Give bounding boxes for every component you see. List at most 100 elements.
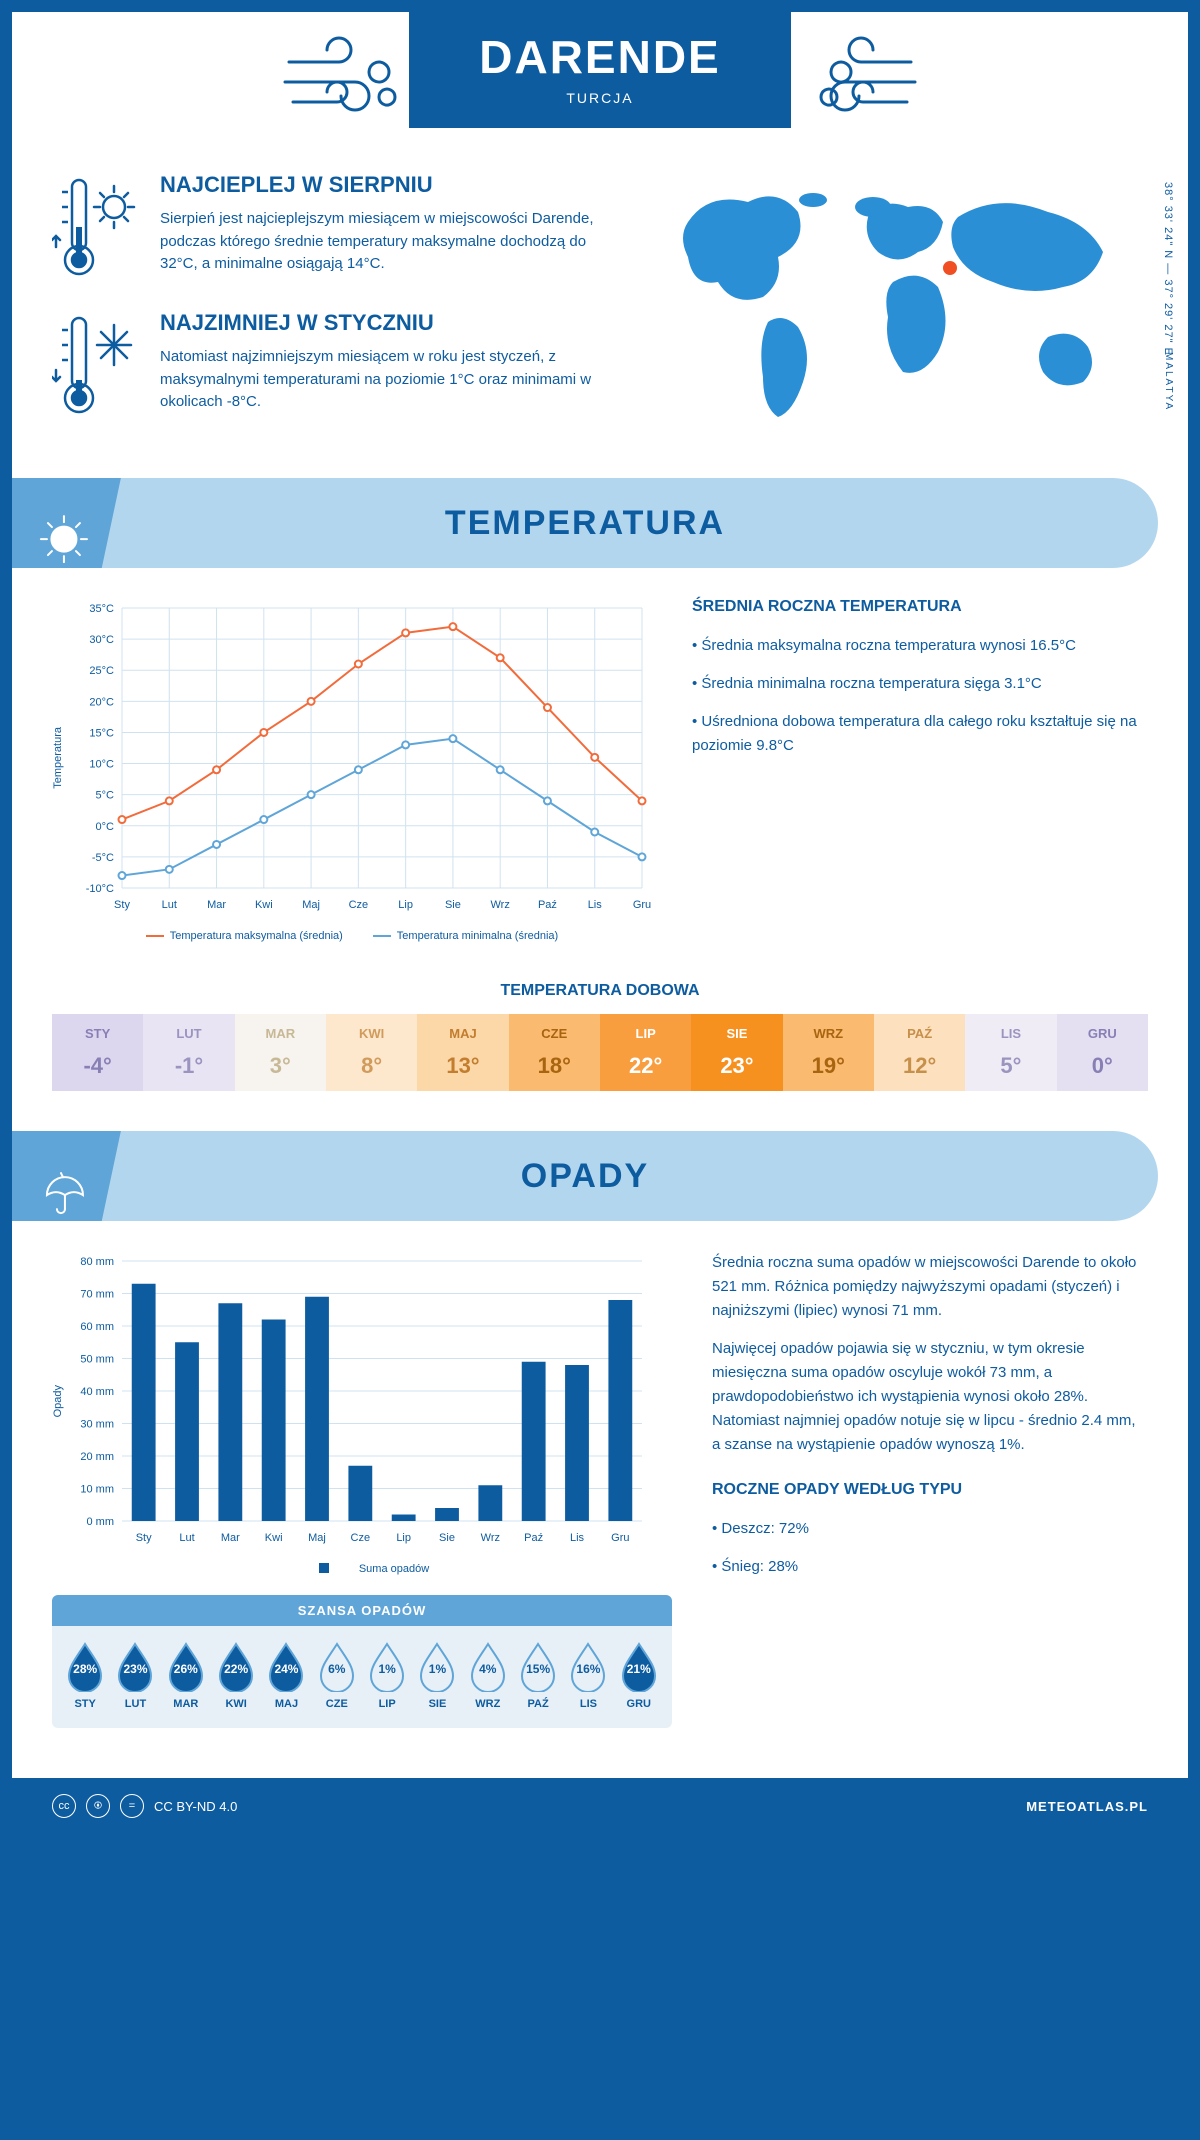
warmest-title: NAJCIEPLEJ W SIERPNIU	[160, 172, 618, 198]
svg-text:Sie: Sie	[439, 1532, 455, 1544]
footer-site: METEOATLAS.PL	[1026, 1799, 1148, 1814]
svg-text:Lut: Lut	[179, 1532, 194, 1544]
svg-text:60 mm: 60 mm	[80, 1321, 114, 1333]
precip-y-label: Opady	[52, 1385, 64, 1417]
avg-temp-info: ŚREDNIA ROCZNA TEMPERATURA Średnia maksy…	[692, 598, 1148, 942]
thermometer-hot-icon	[52, 172, 142, 282]
by-type-item: Śnieg: 28%	[712, 1555, 1148, 1579]
section-title-temperature: TEMPERATURA	[445, 504, 725, 543]
license-text: CC BY-ND 4.0	[154, 1799, 237, 1814]
drop-col: 16%LIS	[565, 1640, 611, 1710]
svg-text:20 mm: 20 mm	[80, 1451, 114, 1463]
daily-temp-cell: WRZ19°	[783, 1014, 874, 1091]
precip-text-1: Średnia roczna suma opadów w miejscowośc…	[712, 1251, 1148, 1323]
svg-text:Wrz: Wrz	[481, 1532, 500, 1544]
temperature-line-chart: -10°C -5°C 0°C 5°C 10°C 15°C 20°C 25°C 30°C 35°C S…	[72, 598, 652, 918]
svg-text:0°C: 0°C	[96, 821, 115, 833]
precip-bar-chart: 0 mm10 mm20 mm30 mm40 mm50 mm60 mm70 mm8…	[72, 1251, 652, 1551]
intro-text-col: NAJCIEPLEJ W SIERPNIU Sierpień jest najc…	[52, 172, 618, 448]
daily-temp-cell: PAŹ12°	[874, 1014, 965, 1091]
precip-chance-title: SZANSA OPADÓW	[52, 1595, 672, 1626]
svg-text:25°C: 25°C	[89, 665, 114, 677]
svg-text:-10°C: -10°C	[86, 883, 114, 895]
daily-temp-title: TEMPERATURA DOBOWA	[12, 982, 1188, 1000]
header: DARENDE TURCJA	[12, 12, 1188, 162]
svg-text:Mar: Mar	[207, 899, 226, 911]
svg-text:Kwi: Kwi	[265, 1532, 283, 1544]
intro-section: NAJCIEPLEJ W SIERPNIU Sierpień jest najc…	[12, 162, 1188, 478]
drop-col: 21%GRU	[616, 1640, 662, 1710]
section-header-precip: OPADY	[12, 1131, 1158, 1221]
svg-text:Gru: Gru	[633, 899, 651, 911]
svg-text:30 mm: 30 mm	[80, 1419, 114, 1431]
coldest-block: NAJZIMNIEJ W STYCZNIU Natomiast najzimni…	[52, 310, 618, 420]
svg-text:Lis: Lis	[570, 1532, 585, 1544]
svg-text:Sie: Sie	[445, 899, 461, 911]
daily-temp-cell: MAR3°	[235, 1014, 326, 1091]
warmest-block: NAJCIEPLEJ W SIERPNIU Sierpień jest najc…	[52, 172, 618, 282]
drop-col: 15%PAŹ	[515, 1640, 561, 1710]
by-icon: 🅯	[86, 1794, 110, 1818]
svg-text:5°C: 5°C	[96, 790, 115, 802]
svg-text:80 mm: 80 mm	[80, 1256, 114, 1268]
svg-text:Maj: Maj	[308, 1532, 326, 1544]
daily-temp-cell: SIE23°	[691, 1014, 782, 1091]
precip-legend: Suma opadów	[52, 1563, 672, 1575]
svg-text:-5°C: -5°C	[92, 852, 114, 864]
country-subtitle: TURCJA	[479, 90, 720, 106]
svg-text:Maj: Maj	[302, 899, 320, 911]
svg-text:15°C: 15°C	[89, 727, 114, 739]
coldest-title: NAJZIMNIEJ W STYCZNIU	[160, 310, 618, 336]
umbrella-icon	[39, 1167, 89, 1217]
precip-text-2: Najwięcej opadów pojawia się w styczniu,…	[712, 1337, 1148, 1457]
svg-text:Kwi: Kwi	[255, 899, 273, 911]
svg-text:Mar: Mar	[221, 1532, 240, 1544]
svg-text:Sty: Sty	[114, 899, 130, 911]
coordinates: 38° 33' 24" N — 37° 29' 27" E	[1162, 182, 1174, 356]
svg-text:Gru: Gru	[611, 1532, 629, 1544]
svg-text:20°C: 20°C	[89, 696, 114, 708]
precip-chart-row: Opady 0 mm10 mm20 mm30 mm40 mm50 mm60 mm…	[12, 1221, 1188, 1778]
svg-text:Paź: Paź	[524, 1532, 543, 1544]
daily-temp-cell: LUT-1°	[143, 1014, 234, 1091]
daily-temp-cell: MAJ13°	[417, 1014, 508, 1091]
cc-icon: cc	[52, 1794, 76, 1818]
title-banner: DARENDE TURCJA	[409, 12, 790, 128]
daily-temp-cell: LIP22°	[600, 1014, 691, 1091]
footer: cc 🅯 = CC BY-ND 4.0 METEOATLAS.PL	[12, 1778, 1188, 1834]
sun-icon	[39, 514, 89, 564]
by-type-list: Deszcz: 72%Śnieg: 28%	[712, 1517, 1148, 1579]
coldest-text: Natomiast najzimniejszym miesiącem w rok…	[160, 346, 618, 414]
avg-temp-title: ŚREDNIA ROCZNA TEMPERATURA	[692, 598, 1148, 616]
svg-text:Lip: Lip	[398, 899, 413, 911]
svg-text:50 mm: 50 mm	[80, 1354, 114, 1366]
wind-icon-left	[279, 32, 409, 132]
avg-temp-item: Średnia minimalna roczna temperatura się…	[692, 672, 1148, 696]
temp-legend: Temperatura maksymalna (średnia) Tempera…	[52, 930, 652, 942]
svg-text:10 mm: 10 mm	[80, 1484, 114, 1496]
region-label: MALATYA	[1163, 352, 1174, 411]
legend-precip: Suma opadów	[295, 1563, 429, 1575]
svg-text:70 mm: 70 mm	[80, 1289, 114, 1301]
nd-icon: =	[120, 1794, 144, 1818]
precip-chance-drops: 28%STY23%LUT26%MAR22%KWI24%MAJ6%CZE1%LIP…	[52, 1626, 672, 1716]
svg-text:35°C: 35°C	[89, 603, 114, 615]
avg-temp-list: Średnia maksymalna roczna temperatura wy…	[692, 634, 1148, 758]
page: DARENDE TURCJA	[12, 12, 1188, 1834]
thermometer-cold-icon	[52, 310, 142, 420]
svg-text:Cze: Cze	[349, 899, 369, 911]
svg-text:30°C: 30°C	[89, 634, 114, 646]
world-map-icon	[648, 172, 1148, 432]
svg-text:10°C: 10°C	[89, 759, 114, 771]
drop-col: 28%STY	[62, 1640, 108, 1710]
legend-min: Temperatura minimalna (średnia)	[373, 930, 558, 942]
svg-text:Cze: Cze	[351, 1532, 371, 1544]
svg-text:Wrz: Wrz	[491, 899, 510, 911]
daily-temp-cell: STY-4°	[52, 1014, 143, 1091]
drop-col: 24%MAJ	[263, 1640, 309, 1710]
svg-text:Lis: Lis	[588, 899, 603, 911]
warmest-text: Sierpień jest najcieplejszym miesiącem w…	[160, 208, 618, 276]
svg-text:Lut: Lut	[162, 899, 177, 911]
temperature-chart-row: Temperatura -10°C-5°C0°C5°C10°C15°C20°C2…	[12, 568, 1188, 972]
drop-col: 1%LIP	[364, 1640, 410, 1710]
